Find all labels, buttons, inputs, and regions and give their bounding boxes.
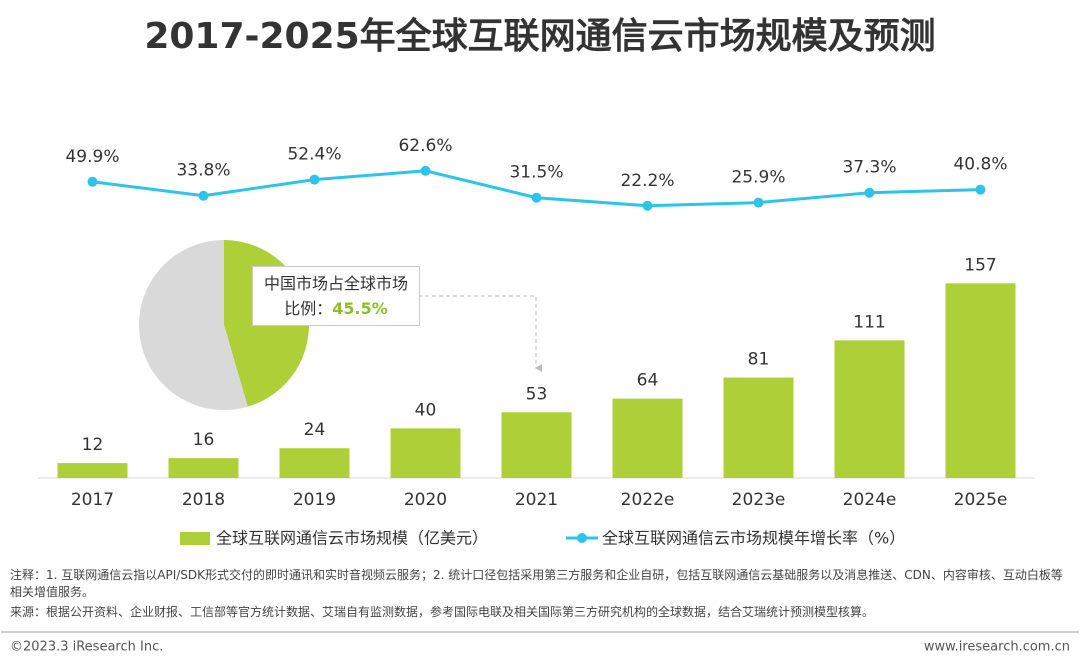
legend-label: 全球互联网通信云市场规模（亿美元） — [216, 529, 488, 548]
bar-value-label: 157 — [964, 255, 996, 275]
legend-swatch — [180, 532, 210, 545]
line-point — [642, 200, 653, 211]
note: 注释：1. 互联网通信云指以API/SDK形式交付的即时通讯和实时音视频云服务；… — [10, 568, 1063, 599]
x-tick-label: 2024e — [843, 490, 897, 510]
bar-value-label: 81 — [748, 350, 770, 370]
line-value-label: 31.5% — [509, 163, 563, 183]
bar — [57, 463, 128, 478]
x-tick-label: 2021 — [515, 490, 558, 510]
line-point — [531, 192, 542, 203]
line-value-label: 40.8% — [953, 155, 1007, 175]
pie-annotation: 中国市场占全球市场比例： — [263, 274, 408, 318]
pie-value-label: 45.5% — [332, 299, 388, 318]
chart-title: 2017-2025年全球互联网通信云市场规模及预测 — [144, 15, 935, 57]
x-tick-label: 2025e — [954, 490, 1008, 510]
bar-value-label: 40 — [415, 400, 437, 420]
bar — [723, 377, 794, 478]
bar-value-label: 64 — [637, 371, 659, 391]
x-tick-label: 2019 — [293, 490, 336, 510]
bar-value-label: 53 — [526, 384, 548, 404]
bar-value-label: 16 — [193, 430, 215, 450]
line-value-label: 62.6% — [398, 136, 452, 156]
callout-arrow — [418, 295, 542, 372]
line-value-label: 22.2% — [620, 171, 674, 191]
bar — [834, 340, 905, 478]
x-tick-label: 2017 — [71, 490, 114, 510]
bar — [501, 412, 572, 478]
x-tick-label: 2018 — [182, 490, 225, 510]
bar — [612, 398, 683, 478]
footer-left: ©2023.3 iResearch Inc. — [10, 640, 163, 655]
source: 来源：根据公开资料、企业财报、工信部等官方统计数据、艾瑞自有监测数据，参考国际电… — [10, 605, 875, 619]
bar — [279, 448, 350, 478]
line-value-label: 33.8% — [176, 161, 230, 181]
line-point — [420, 165, 431, 176]
x-tick-label: 2023e — [732, 490, 786, 510]
legend-swatch — [577, 533, 587, 543]
line-point — [975, 184, 986, 195]
bar-value-label: 12 — [82, 435, 104, 455]
line-point — [753, 197, 764, 208]
pie-callout: 中国市场占全球市场比例：45.5% — [252, 266, 420, 326]
line-point — [864, 187, 875, 198]
x-tick-label: 2020 — [404, 490, 447, 510]
x-tick-label: 2022e — [621, 490, 675, 510]
line-point — [87, 176, 98, 187]
bar-value-label: 24 — [304, 420, 326, 440]
line-value-label: 49.9% — [65, 147, 119, 167]
bar-value-label: 111 — [853, 312, 885, 332]
line-value-label: 37.3% — [842, 158, 896, 178]
line-point — [198, 190, 209, 201]
footer-right: www.iresearch.com.cn — [924, 640, 1070, 655]
pie-slice — [139, 240, 248, 410]
bar — [945, 283, 1016, 478]
bar — [390, 428, 461, 478]
bar — [168, 458, 239, 478]
line-value-label: 52.4% — [287, 145, 341, 165]
line-value-label: 25.9% — [731, 168, 785, 188]
legend-label: 全球互联网通信云市场规模年增长率（%） — [602, 529, 905, 548]
line-point — [309, 174, 320, 185]
